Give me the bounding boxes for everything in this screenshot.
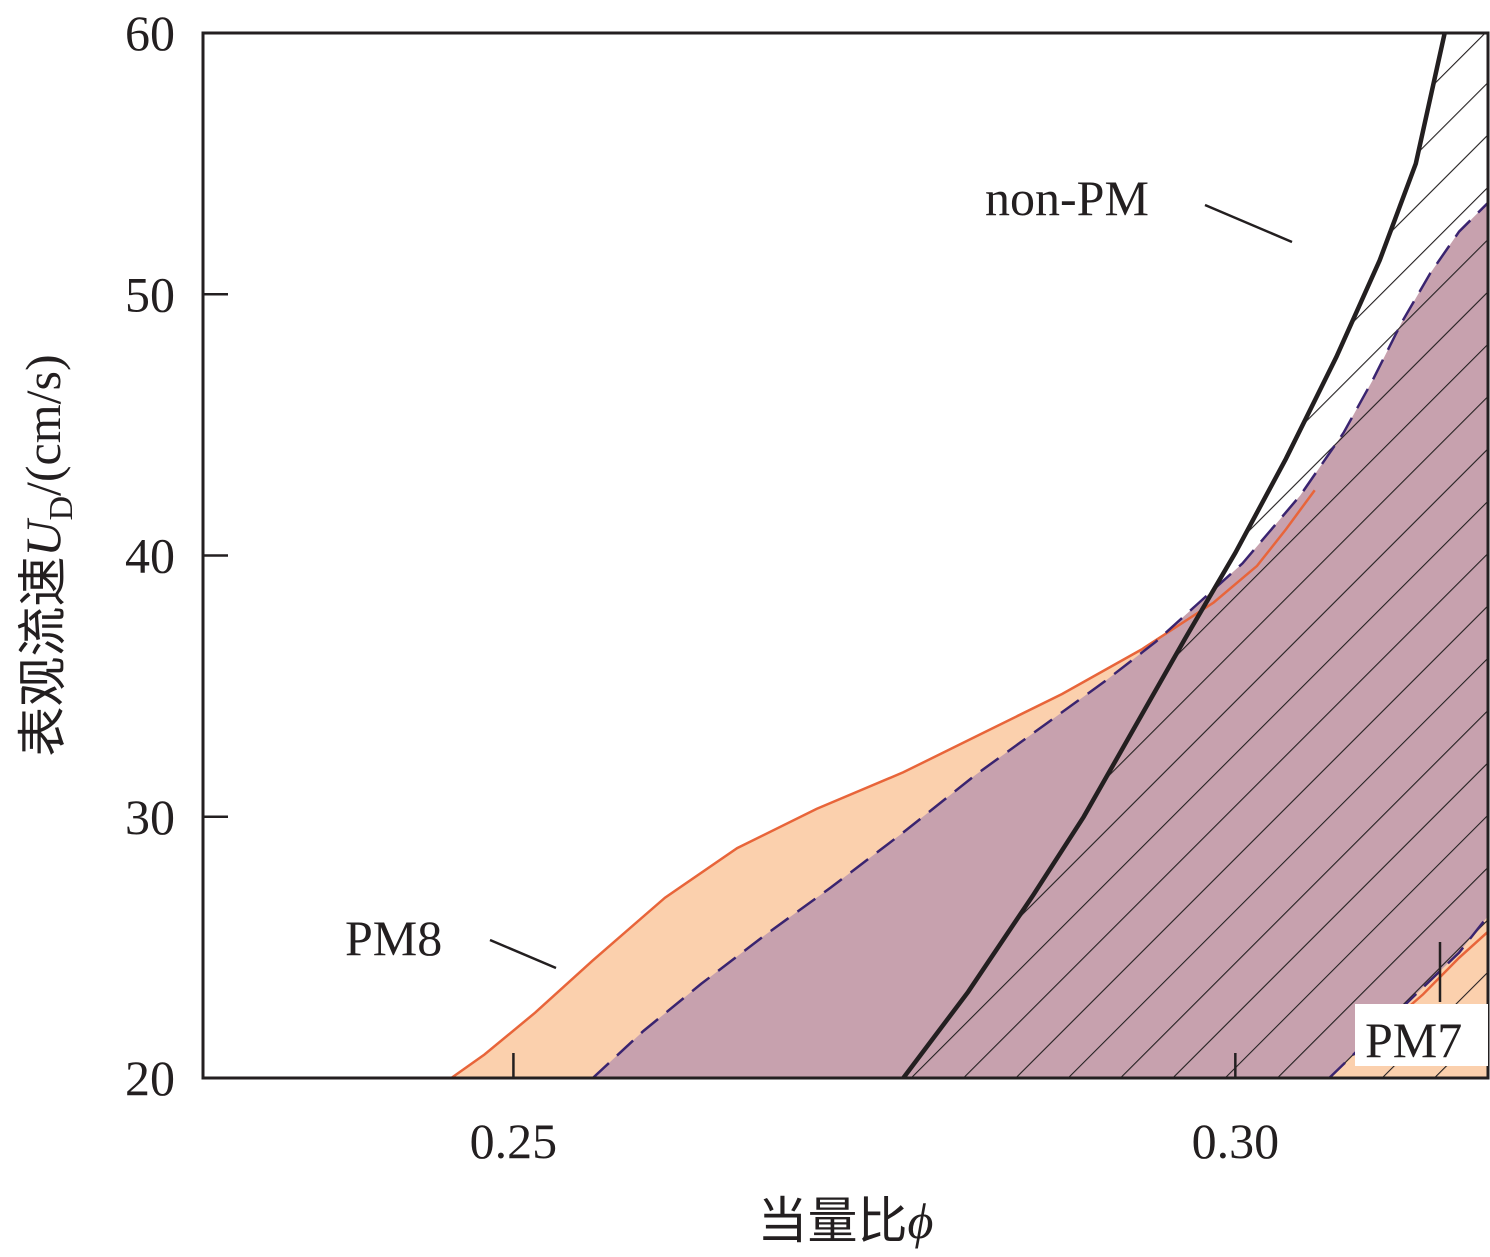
plot-area	[450, 33, 1488, 1078]
x-axis-title: 当量比ϕ	[758, 1193, 934, 1249]
x-axis-title-symbol: ϕ	[908, 1193, 934, 1249]
pm7-label-background	[1355, 1004, 1488, 1066]
y-tick-label-20: 20	[125, 1050, 175, 1106]
nonpm-boundary-line	[901, 33, 1447, 1078]
pm8-leader-line	[489, 938, 557, 970]
pm8-boundary-line	[450, 489, 1316, 1078]
y-axis-title-symbol: U	[15, 518, 71, 557]
y-tick-label-30: 30	[125, 789, 175, 845]
y-tick-label-60: 60	[125, 5, 175, 61]
tick-labels: 20 30 40 50 60 0.25 0.30	[125, 5, 1279, 1169]
x-tick-label-0.30: 0.30	[1192, 1113, 1280, 1169]
y-axis-title-text: 表观流速	[15, 557, 71, 757]
region-nonpm-hatch	[903, 33, 1488, 1078]
y-axis-title-subscript: D	[43, 496, 80, 521]
axis-ticks	[203, 293, 1237, 1078]
nonpm-leader-line	[1204, 203, 1293, 244]
y-tick-label-40: 40	[125, 528, 175, 584]
pm-upper-boundary-line	[591, 201, 1488, 1078]
pm7-label: PM7	[1365, 1012, 1462, 1068]
nonpm-label: non-PM	[985, 170, 1149, 226]
x-tick-label-0.25: 0.25	[470, 1113, 558, 1169]
y-axis-title: 表观流速UD/(cm/s)	[15, 354, 80, 756]
x-axis-title-text: 当量比	[758, 1193, 908, 1249]
y-axis-title-unit: /(cm/s)	[15, 354, 71, 496]
y-tick-label-50: 50	[125, 266, 175, 322]
pm8-label: PM8	[345, 910, 442, 966]
